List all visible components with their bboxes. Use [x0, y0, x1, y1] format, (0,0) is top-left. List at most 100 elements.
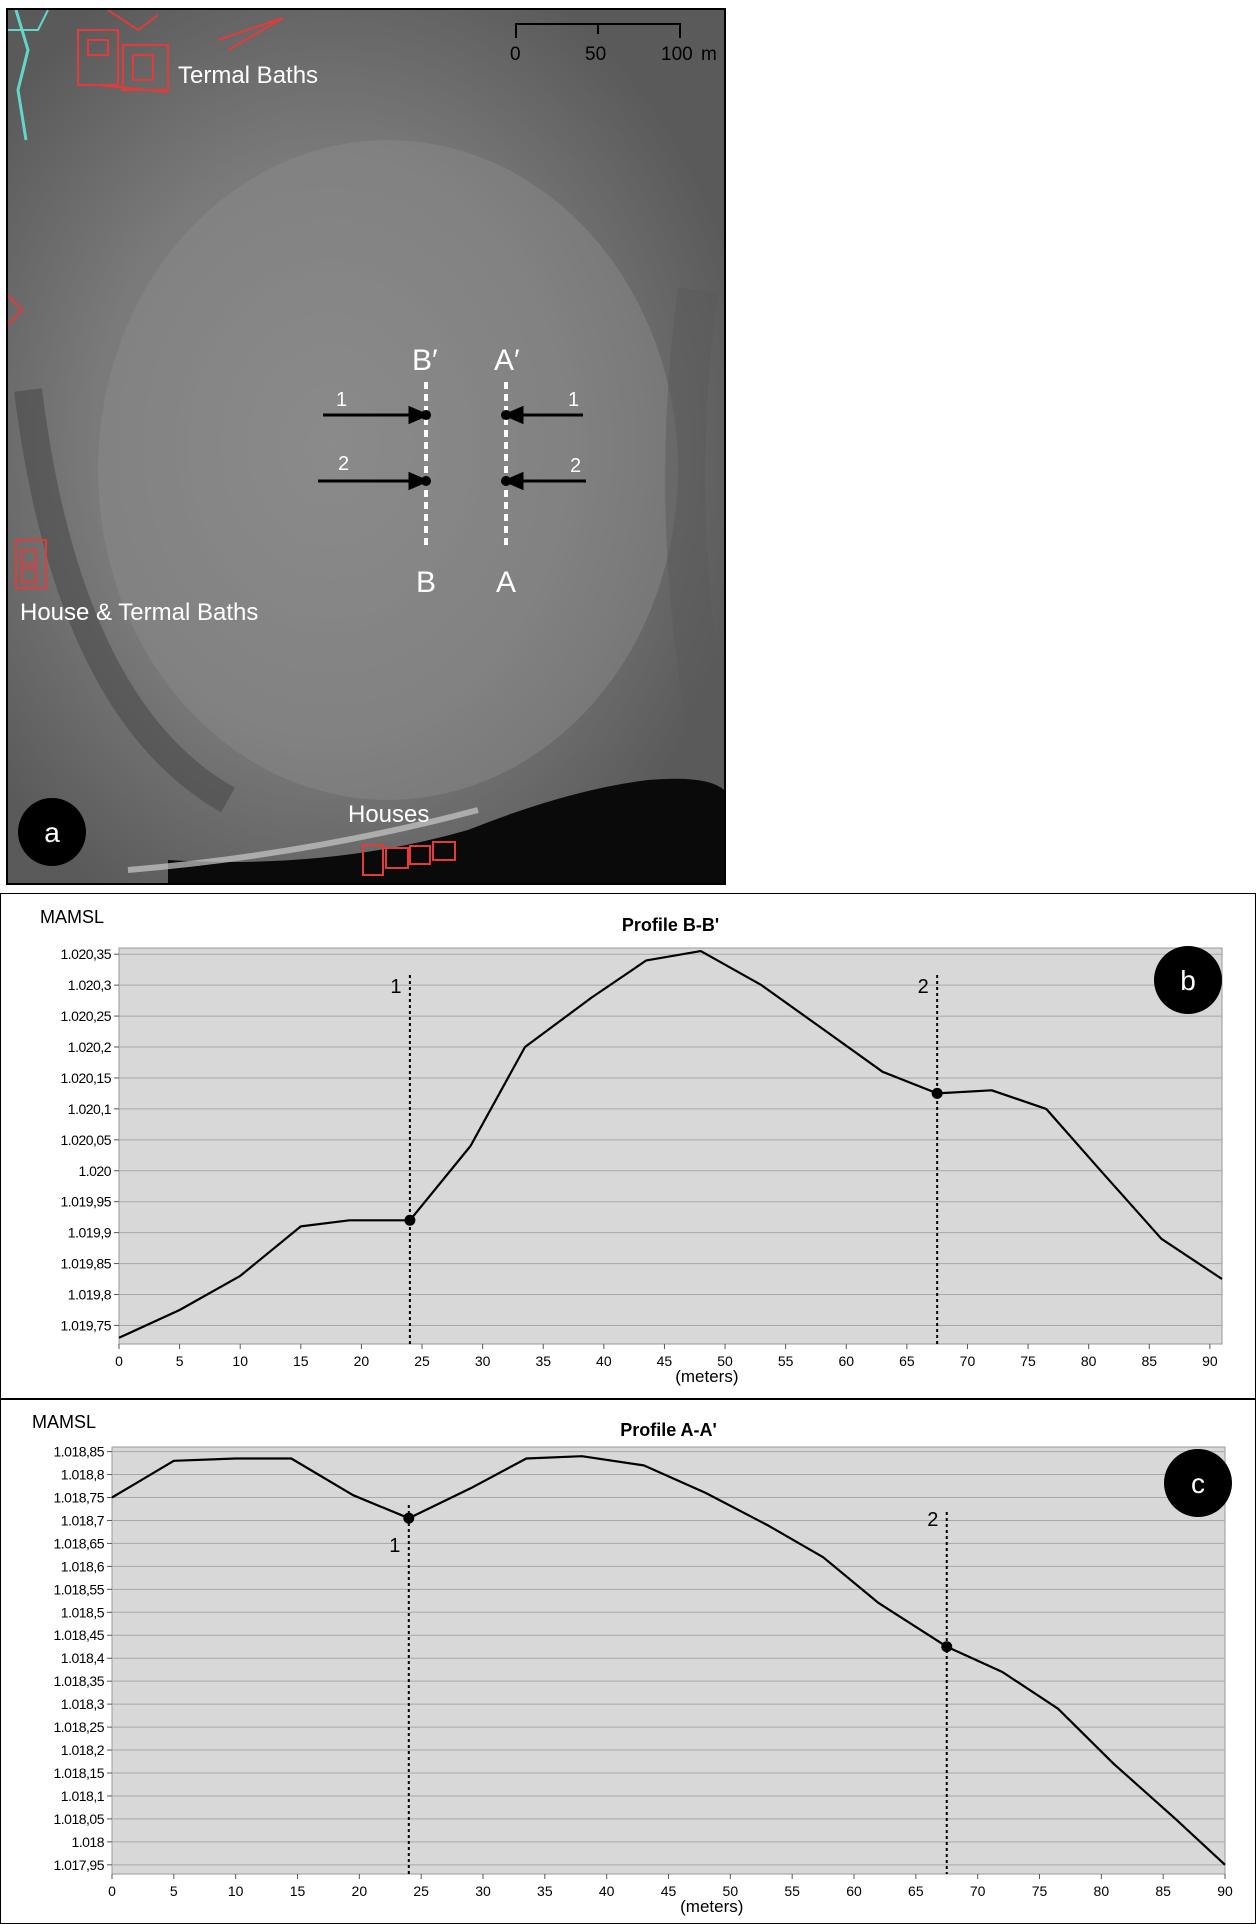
point-a1 — [501, 410, 511, 420]
xtick-label: 45 — [661, 1883, 677, 1899]
x-axis-label: (meters) — [680, 1897, 743, 1916]
ytick-label: 1.018,3 — [61, 1696, 105, 1712]
arrow-label-a2: 2 — [570, 455, 581, 477]
label-b-prime: B′ — [412, 344, 438, 377]
xtick-label: 30 — [475, 1883, 491, 1899]
point-b1 — [421, 410, 431, 420]
ytick-label: 1.019,9 — [68, 1225, 112, 1241]
xtick-label: 90 — [1217, 1883, 1233, 1899]
scale-tick-100: 100 — [661, 44, 693, 65]
xtick-label: 70 — [970, 1883, 986, 1899]
ytick-label: 1.018,55 — [54, 1581, 105, 1597]
ytick-label: 1.018,45 — [54, 1627, 105, 1643]
chart-title: Profile B-B' — [622, 915, 719, 935]
ytick-label: 1.018,6 — [61, 1558, 105, 1574]
label-a-prime: A′ — [494, 344, 520, 377]
panel-label-a: a — [44, 817, 60, 848]
ytick-label: 1.020 — [78, 1163, 111, 1179]
panel-label-b: b — [1180, 965, 1196, 996]
ytick-label: 1.018,1 — [61, 1788, 105, 1804]
xtick-label: 65 — [899, 1353, 915, 1369]
arrow-label-b2: 2 — [338, 453, 349, 475]
ytick-label: 1.019,75 — [61, 1317, 112, 1333]
ytick-label: 1.018,2 — [61, 1742, 105, 1758]
xtick-label: 60 — [838, 1353, 854, 1369]
ytick-label: 1.020,3 — [68, 977, 112, 993]
xtick-label: 20 — [354, 1353, 370, 1369]
xtick-label: 70 — [960, 1353, 976, 1369]
xtick-label: 45 — [657, 1353, 673, 1369]
plot-area — [112, 1447, 1225, 1874]
ytick-label: 1.018,25 — [54, 1719, 105, 1735]
xtick-label: 15 — [293, 1353, 309, 1369]
xtick-label: 5 — [170, 1883, 178, 1899]
label-house-termal-baths: House & Termal Baths — [20, 599, 258, 626]
xtick-label: 80 — [1081, 1353, 1097, 1369]
ytick-label: 1.018,8 — [61, 1467, 105, 1483]
xtick-label: 55 — [784, 1883, 800, 1899]
xtick-label: 80 — [1094, 1883, 1110, 1899]
ytick-label: 1.017,95 — [54, 1857, 105, 1873]
marker-point-2 — [941, 1641, 952, 1652]
profile-a-panel: 1.017,95 1.018 1.018,05 1.018,1 1.018,15 1.01… — [0, 1399, 1256, 1924]
label-termal-baths: Termal Baths — [178, 62, 318, 89]
label-b: B — [416, 566, 436, 599]
scale-unit: m — [701, 44, 717, 65]
marker-label-1: 1 — [390, 976, 401, 998]
scale-tick-50: 50 — [585, 44, 606, 65]
point-a2 — [501, 476, 511, 486]
xtick-label: 35 — [537, 1883, 553, 1899]
xtick-label: 40 — [599, 1883, 615, 1899]
xtick-label: 35 — [535, 1353, 551, 1369]
ytick-label: 1.020,05 — [61, 1132, 112, 1148]
profile-a-chart: 1.017,95 1.018 1.018,05 1.018,1 1.018,15 1.01… — [0, 1399, 1256, 1924]
xtick-label: 25 — [414, 1353, 430, 1369]
ytick-label: 1.020,35 — [61, 946, 112, 962]
xtick-label: 55 — [778, 1353, 794, 1369]
ytick-label: 1.019,85 — [61, 1256, 112, 1272]
xtick-label: 85 — [1155, 1883, 1171, 1899]
profile-b-chart: 1.019,75 1.019,8 1.019,85 1.019,9 1.019,95 1.… — [0, 893, 1256, 1399]
y-axis-label: MAMSL — [40, 907, 104, 927]
ytick-label: 1.018 — [71, 1834, 104, 1850]
ytick-label: 1.018,35 — [54, 1673, 105, 1689]
plateau-shading — [98, 140, 678, 800]
ytick-label: 1.019,8 — [68, 1287, 112, 1303]
arrow-label-b1: 1 — [336, 389, 347, 411]
xtick-label: 10 — [232, 1353, 248, 1369]
xtick-label: 20 — [352, 1883, 368, 1899]
ytick-label: 1.018,75 — [54, 1490, 105, 1506]
ytick-label: 1.018,5 — [61, 1604, 105, 1620]
ytick-label: 1.020,25 — [61, 1008, 112, 1024]
profile-b-panel: 1.019,75 1.019,8 1.019,85 1.019,9 1.019,95 1.… — [0, 893, 1256, 1399]
xtick-label: 90 — [1202, 1353, 1218, 1369]
point-b2 — [421, 476, 431, 486]
arrow-label-a1: 1 — [568, 389, 579, 411]
y-axis-label: MAMSL — [32, 1412, 96, 1432]
ytick-label: 1.018,15 — [54, 1765, 105, 1781]
ytick-label: 1.018,05 — [54, 1811, 105, 1827]
xtick-label: 25 — [413, 1883, 429, 1899]
ytick-label: 1.018,65 — [54, 1535, 105, 1551]
panel-label-c: c — [1191, 1468, 1205, 1499]
xtick-label: 0 — [108, 1883, 116, 1899]
label-a: A — [496, 566, 516, 599]
xtick-label: 65 — [908, 1883, 924, 1899]
chart-title: Profile A-A' — [620, 1420, 717, 1440]
map-panel: 0 50 100 m Termal Baths House & Termal B… — [6, 8, 726, 885]
plot-area — [119, 948, 1222, 1344]
xtick-label: 60 — [846, 1883, 862, 1899]
ytick-label: 1.018,85 — [54, 1444, 105, 1460]
ytick-label: 1.018,7 — [61, 1512, 105, 1528]
marker-label-2: 2 — [927, 1509, 938, 1531]
ytick-label: 1.019,95 — [61, 1194, 112, 1210]
xtick-label: 85 — [1141, 1353, 1157, 1369]
marker-point-2 — [932, 1088, 943, 1099]
ytick-label: 1.018,4 — [61, 1650, 105, 1666]
marker-label-1: 1 — [389, 1535, 400, 1557]
xtick-label: 30 — [475, 1353, 491, 1369]
xtick-label: 15 — [290, 1883, 306, 1899]
xtick-label: 5 — [176, 1353, 184, 1369]
ridge-shading — [685, 290, 708, 730]
xtick-label: 75 — [1032, 1883, 1048, 1899]
